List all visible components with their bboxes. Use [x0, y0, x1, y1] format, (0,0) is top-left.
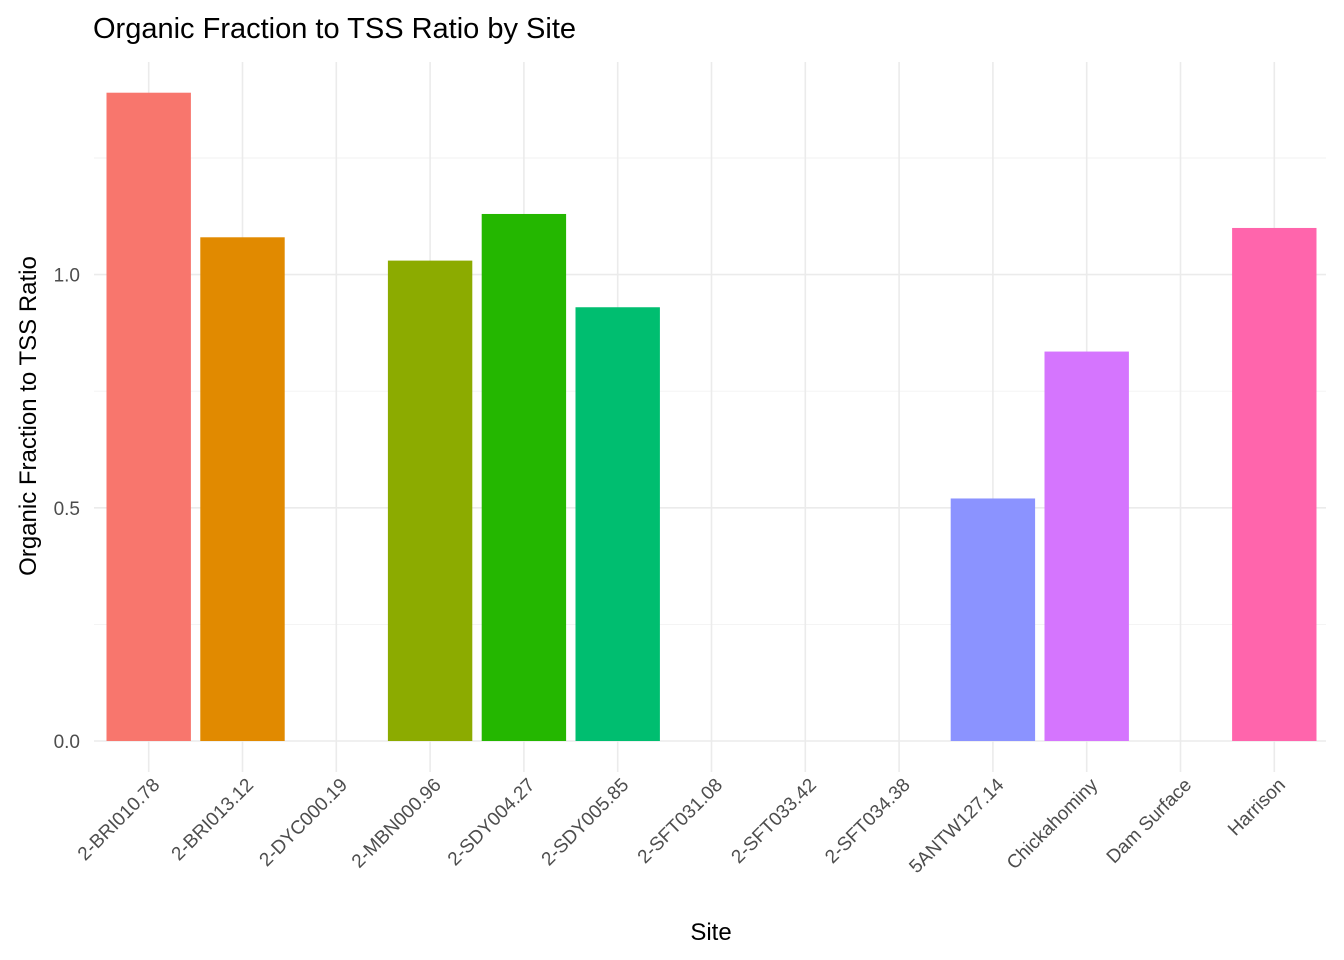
- chart-title: Organic Fraction to TSS Ratio by Site: [93, 13, 576, 45]
- x-tick-label: 2-SDY004.27: [444, 775, 540, 871]
- x-tick-label: 5ANTW127.14: [905, 774, 1008, 877]
- x-tick-label: Dam Surface: [1103, 775, 1196, 868]
- y-axis-ticks: 0.0 0.5 1.0: [54, 266, 80, 753]
- x-tick-label: 2-BRI013.12: [168, 775, 258, 865]
- y-tick-label: 1.0: [54, 266, 80, 287]
- x-tick-label: 2-SFT033.42: [728, 775, 821, 868]
- bar-2-bri013-12: [200, 237, 285, 741]
- bar-harrison: [1232, 227, 1317, 741]
- y-tick-label: 0.5: [54, 499, 80, 520]
- bar-5antw127-14: [950, 498, 1036, 741]
- x-tick-label: Chickahominy: [1003, 774, 1103, 874]
- y-axis-title: Organic Fraction to TSS Ratio: [15, 256, 42, 576]
- x-axis-title: Site: [690, 919, 731, 946]
- bar-2-sdy005-85: [575, 307, 660, 741]
- bar-2-sdy004-27: [481, 213, 567, 741]
- bar-2-bri010-78: [106, 92, 191, 742]
- y-tick-label: 0.0: [54, 732, 80, 753]
- x-tick-label: 2-BRI010.78: [74, 775, 164, 865]
- bar-2-mbn000-96: [387, 260, 473, 741]
- bars: [106, 92, 1317, 742]
- x-tick-label: 2-SFT034.38: [821, 775, 914, 868]
- x-tick-label: 2-MBN000.96: [348, 775, 446, 873]
- bar-chickahominy: [1044, 351, 1129, 741]
- x-tick-label: Harrison: [1224, 775, 1290, 841]
- grid: [94, 62, 1326, 772]
- x-tick-label: 2-DYC000.19: [256, 775, 352, 871]
- x-tick-label: 2-SDY005.85: [538, 775, 634, 871]
- x-tick-label: 2-SFT031.08: [634, 775, 727, 868]
- x-axis-ticks: 2-BRI010.78 2-BRI013.122-DYC000.192-MBN00…: [74, 774, 1290, 877]
